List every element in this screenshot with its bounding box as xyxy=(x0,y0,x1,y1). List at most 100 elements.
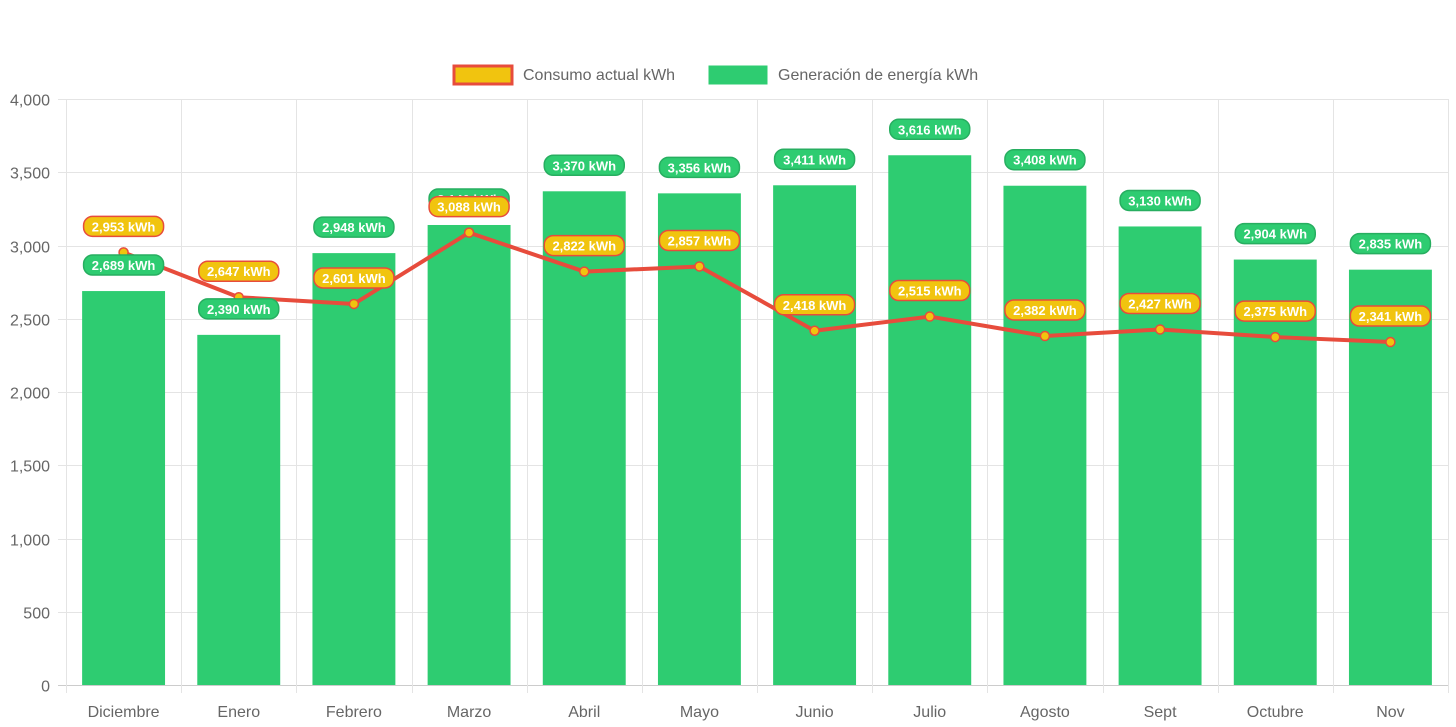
line-point-consumo xyxy=(809,325,820,337)
data-label-consumo-bg xyxy=(773,294,856,316)
bar-generacion xyxy=(1003,185,1087,685)
data-label-consumo: 2,515 kWh xyxy=(889,279,971,302)
x-tick-label: Enero xyxy=(217,704,260,721)
bar-generacion xyxy=(1348,269,1432,685)
x-tick-label: Agosto xyxy=(1020,704,1070,721)
data-label-consumo-bg xyxy=(658,229,741,252)
data-label-generacion-bg xyxy=(1004,148,1086,171)
data-label-generacion: 3,356 kWh xyxy=(658,156,741,179)
x-tick-label: Sept xyxy=(1144,704,1177,721)
data-label-consumo: 3,088 kWh xyxy=(428,195,510,218)
data-label-consumo: 2,427 kWh xyxy=(1119,292,1201,315)
data-label-generacion: 3,408 kWh xyxy=(1004,148,1086,171)
data-label-generacion-bg xyxy=(773,148,856,171)
data-label-consumo-bg xyxy=(543,234,625,257)
x-tick-label: Diciembre xyxy=(88,704,160,721)
data-label-consumo: 2,601 kWh xyxy=(313,267,395,289)
data-label-generacion-bg xyxy=(198,298,280,320)
data-label-consumo-text: 2,427 kWh xyxy=(1128,296,1192,311)
data-label-consumo-bg xyxy=(889,279,971,302)
legend-label-generacion: Generación de energía kWh xyxy=(778,67,978,84)
x-tick-label: Febrero xyxy=(326,704,382,721)
data-label-consumo: 2,953 kWh xyxy=(82,215,165,238)
line-data-labels: 2,953 kWh 2,647 kWh 2,601 kWh 3,088 kWh 2,82… xyxy=(82,195,1432,327)
line-consumo xyxy=(118,227,1396,348)
x-tick-label: Octubre xyxy=(1247,704,1304,721)
legend-swatch-consumo xyxy=(452,64,514,86)
data-label-consumo-text: 2,382 kWh xyxy=(1013,303,1077,318)
data-label-consumo-text: 2,341 kWh xyxy=(1359,309,1423,324)
data-label-generacion-text: 2,689 kWh xyxy=(92,258,156,273)
data-label-generacion-bg xyxy=(313,216,395,238)
legend-item-consumo[interactable]: Consumo actual kWh xyxy=(452,64,675,86)
data-label-consumo-text: 2,857 kWh xyxy=(668,233,732,248)
data-label-consumo-bg xyxy=(428,195,510,218)
data-label-generacion-text: 3,356 kWh xyxy=(668,160,732,175)
bar-generacion xyxy=(1233,259,1317,685)
bar-generacion xyxy=(82,291,166,685)
data-label-generacion: 3,370 kWh xyxy=(543,154,625,177)
data-label-generacion-text: 2,390 kWh xyxy=(207,302,271,317)
data-label-consumo-text: 2,822 kWh xyxy=(552,239,616,254)
data-label-consumo: 2,647 kWh xyxy=(198,260,280,282)
x-tick-label: Mayo xyxy=(680,704,719,721)
line-point-consumo xyxy=(1385,336,1396,348)
bar-generacion xyxy=(888,155,972,686)
data-label-generacion: 2,948 kWh xyxy=(313,216,395,238)
grid-lines xyxy=(58,99,1449,693)
bar-generacion xyxy=(657,193,741,685)
data-label-generacion-bg xyxy=(1119,189,1201,212)
line-point-consumo xyxy=(463,227,475,238)
data-label-generacion-bg xyxy=(1349,232,1432,255)
data-label-generacion: 2,835 kWh xyxy=(1349,232,1432,255)
x-axis: Diciembre Enero Febrero Marzo Abril Mayo Junio… xyxy=(88,704,1405,721)
legend-swatch-generacion xyxy=(708,65,768,85)
data-label-generacion-bg xyxy=(889,118,971,141)
data-label-consumo-text: 2,647 kWh xyxy=(207,264,271,279)
data-label-consumo-text: 2,953 kWh xyxy=(92,219,156,234)
y-tick-label: 0 xyxy=(41,679,50,696)
line-point-consumo xyxy=(579,266,590,277)
data-label-generacion-text: 2,904 kWh xyxy=(1243,227,1307,242)
data-label-consumo: 2,382 kWh xyxy=(1004,299,1086,321)
x-tick-label: Marzo xyxy=(447,704,492,721)
data-label-generacion-text: 2,948 kWh xyxy=(322,220,386,235)
line-point-consumo xyxy=(1154,324,1166,335)
legend-label-consumo: Consumo actual kWh xyxy=(523,67,675,84)
y-tick-label: 4,000 xyxy=(10,93,50,110)
bar-generacion xyxy=(312,253,396,686)
data-label-consumo-text: 2,375 kWh xyxy=(1243,304,1307,319)
data-label-generacion: 2,390 kWh xyxy=(198,298,280,320)
bar-generacion xyxy=(197,334,281,685)
line-point-consumo xyxy=(694,261,705,272)
data-label-generacion: 2,689 kWh xyxy=(82,254,165,276)
y-tick-label: 1,500 xyxy=(10,459,50,476)
x-tick-label: Abril xyxy=(568,704,600,721)
data-label-consumo-bg xyxy=(1004,299,1086,321)
line-point-consumo xyxy=(348,298,360,310)
data-label-consumo-bg xyxy=(1234,300,1316,322)
y-tick-label: 1,000 xyxy=(10,533,50,550)
x-tick-label: Julio xyxy=(913,704,946,721)
data-label-generacion: 3,616 kWh xyxy=(889,118,971,141)
x-tick-label: Junio xyxy=(795,704,833,721)
data-label-consumo-bg xyxy=(82,215,165,238)
data-label-consumo: 2,857 kWh xyxy=(658,229,741,252)
data-label-generacion-bg xyxy=(1234,222,1316,245)
data-label-consumo-bg xyxy=(198,260,280,282)
line-point-consumo xyxy=(1270,331,1281,343)
legend: Consumo actual kWh Generación de energía… xyxy=(452,64,978,86)
y-tick-label: 2,500 xyxy=(10,313,50,330)
legend-item-generacion[interactable]: Generación de energía kWh xyxy=(708,65,978,85)
data-label-consumo-text: 2,418 kWh xyxy=(783,298,847,313)
data-label-generacion: 3,411 kWh xyxy=(773,148,856,171)
data-label-consumo-text: 2,515 kWh xyxy=(898,284,962,299)
data-label-generacion: 2,904 kWh xyxy=(1234,222,1316,245)
data-label-consumo: 2,341 kWh xyxy=(1349,305,1432,327)
bar-generacion xyxy=(427,224,511,686)
x-tick-label: Nov xyxy=(1376,704,1404,721)
data-label-consumo-text: 2,601 kWh xyxy=(322,271,386,286)
y-axis: 0 500 1,000 1,500 2,000 2,500 3,000 3,500 4,000 xyxy=(10,93,50,696)
data-label-generacion-text: 3,411 kWh xyxy=(783,152,846,167)
